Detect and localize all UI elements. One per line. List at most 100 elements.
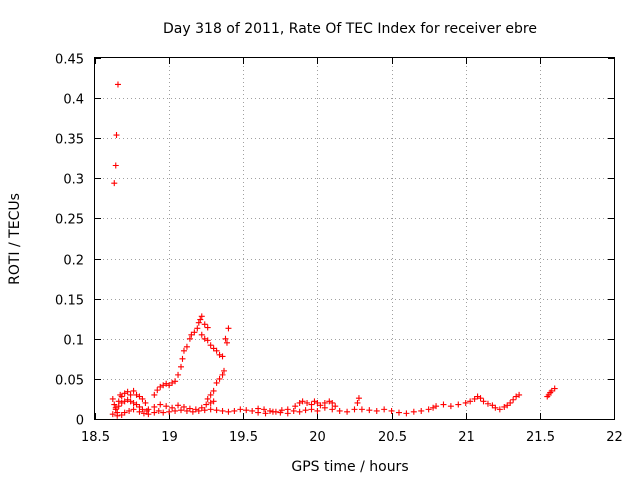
data-point: [195, 407, 202, 414]
data-point: [447, 403, 454, 410]
data-point: [351, 406, 358, 413]
y-tick-label: 0.4: [63, 93, 84, 108]
data-point: [140, 410, 147, 417]
data-point: [195, 319, 202, 326]
data-point: [243, 407, 250, 414]
data-point: [308, 401, 315, 408]
data-point: [480, 398, 487, 405]
y-tick-label: 0.15: [55, 294, 84, 309]
data-point: [130, 406, 137, 413]
data-point: [189, 408, 196, 415]
data-point: [496, 406, 503, 413]
data-point: [213, 347, 220, 354]
data-point: [213, 379, 220, 386]
data-point: [467, 398, 474, 405]
data-point: [109, 411, 116, 418]
data-point: [222, 335, 229, 342]
x-tick-label: 22: [606, 430, 623, 445]
data-point: [163, 403, 170, 410]
grid-lines: [95, 58, 614, 419]
data-point: [203, 401, 210, 408]
chart-title: Day 318 of 2011, Rate Of TEC Index for r…: [163, 21, 537, 37]
data-point: [373, 407, 380, 414]
data-point: [121, 409, 128, 416]
data-point: [507, 399, 514, 406]
data-point: [180, 403, 187, 410]
data-point: [126, 407, 133, 414]
data-point: [395, 409, 402, 416]
data-point: [175, 402, 182, 409]
data-point: [314, 407, 321, 414]
data-point: [255, 409, 262, 416]
data-point: [418, 407, 425, 414]
data-point: [183, 407, 190, 414]
y-tick-label: 0.3: [63, 173, 84, 188]
data-point: [111, 180, 118, 187]
data-point: [403, 410, 410, 417]
data-point: [277, 409, 284, 416]
data-point: [178, 407, 185, 414]
y-tick-label: 0.35: [55, 133, 84, 148]
data-point: [166, 408, 173, 415]
data-point: [510, 396, 517, 403]
data-point: [210, 387, 217, 394]
data-point: [216, 375, 223, 382]
data-point: [191, 329, 198, 336]
data-point: [299, 398, 306, 405]
data-point: [198, 331, 205, 338]
data-point: [284, 410, 291, 417]
data-point: [111, 401, 118, 408]
plot-frame: [94, 57, 615, 420]
data-point: [210, 398, 217, 405]
data-point: [329, 406, 336, 413]
data-point: [175, 371, 182, 378]
data-point: [155, 407, 162, 414]
data-point: [201, 321, 208, 328]
data-point: [169, 404, 176, 411]
data-point: [204, 395, 211, 402]
data-point: [219, 371, 226, 378]
data-point: [113, 132, 120, 139]
data-point: [221, 367, 228, 374]
y-tick-label: 0.2: [63, 254, 84, 269]
data-point: [516, 391, 523, 398]
data-point: [266, 407, 273, 414]
data-point: [440, 401, 447, 408]
data-point: [336, 407, 343, 414]
data-point: [332, 403, 339, 410]
x-axis-label: GPS time / hours: [291, 459, 408, 475]
data-point: [160, 409, 167, 416]
data-point: [151, 409, 158, 416]
data-point: [213, 407, 220, 414]
data-point: [410, 408, 417, 415]
data-point: [179, 355, 186, 362]
data-point: [172, 378, 179, 385]
data-point: [261, 406, 268, 413]
data-point: [366, 407, 373, 414]
y-tick-label: 0.1: [63, 334, 84, 349]
data-point: [304, 399, 311, 406]
data-point: [355, 395, 362, 402]
data-point: [231, 407, 238, 414]
data-point: [204, 337, 211, 344]
x-tick-label: 21.5: [526, 430, 555, 445]
data-point: [183, 343, 190, 350]
data-point: [425, 406, 432, 413]
x-tick-label: 18.5: [81, 430, 110, 445]
data-point: [201, 407, 208, 414]
data-point: [207, 406, 214, 413]
data-point: [344, 408, 351, 415]
data-point: [118, 393, 125, 400]
data-point: [302, 407, 309, 414]
data-point: [186, 335, 193, 342]
data-point: [269, 408, 276, 415]
data-point: [381, 406, 388, 413]
data-point: [225, 408, 232, 415]
data-point: [124, 388, 131, 395]
data-point: [114, 81, 121, 88]
data-point: [180, 347, 187, 354]
data-point: [207, 391, 214, 398]
y-tick-label: 0: [76, 414, 84, 429]
x-tick-label: 19.5: [229, 430, 258, 445]
